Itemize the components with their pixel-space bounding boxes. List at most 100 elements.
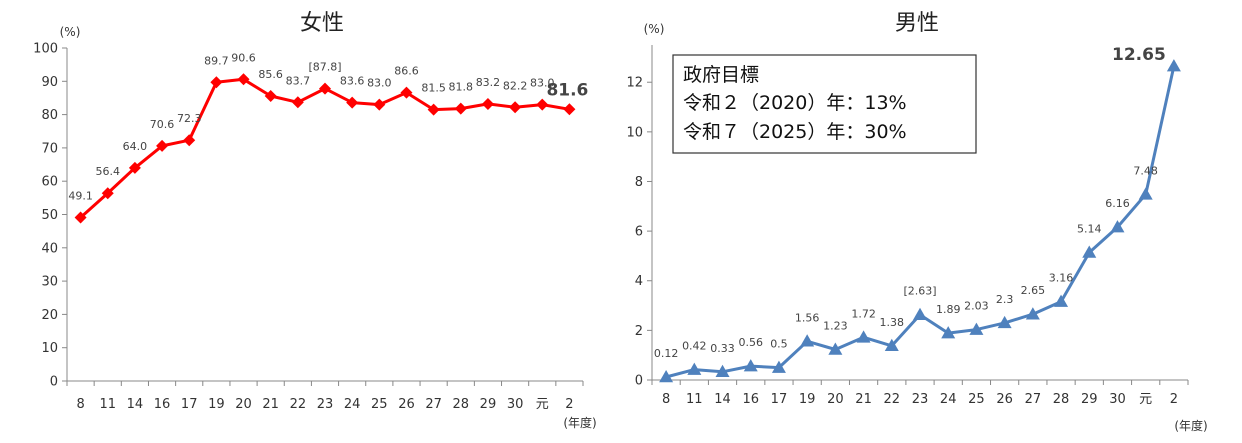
data-point-marker bbox=[210, 76, 223, 89]
y-tick-label: 30 bbox=[41, 275, 58, 290]
data-point-marker bbox=[687, 362, 702, 375]
x-tick-label: 19 bbox=[799, 392, 816, 407]
data-point-marker bbox=[291, 96, 304, 109]
y-axis-unit: (%) bbox=[644, 22, 665, 36]
x-tick-label: 28 bbox=[453, 397, 470, 412]
data-point-marker bbox=[771, 360, 786, 373]
x-tick-label: 19 bbox=[208, 397, 225, 412]
data-point-marker bbox=[659, 370, 674, 383]
data-point-marker bbox=[715, 364, 730, 378]
x-tick-label: 16 bbox=[154, 397, 171, 412]
data-point-marker bbox=[481, 97, 494, 110]
y-axis-unit: (%) bbox=[60, 25, 81, 39]
data-point-marker bbox=[1054, 294, 1069, 307]
data-label: 0.33 bbox=[710, 342, 735, 355]
data-label: 1.89 bbox=[936, 303, 961, 316]
data-label: 1.72 bbox=[851, 307, 876, 320]
data-label: 2.65 bbox=[1021, 284, 1046, 297]
data-label: 3.16 bbox=[1049, 272, 1074, 285]
data-label: 70.6 bbox=[150, 118, 175, 131]
y-tick-label: 0 bbox=[50, 375, 58, 390]
x-tick-label: 27 bbox=[425, 397, 442, 412]
data-point-marker bbox=[74, 211, 87, 224]
x-tick-label: 26 bbox=[996, 392, 1013, 407]
x-tick-label: 20 bbox=[827, 392, 844, 407]
x-tick-label: 23 bbox=[912, 392, 929, 407]
data-label: 2.3 bbox=[996, 293, 1014, 306]
data-point-marker bbox=[427, 103, 440, 116]
x-tick-label: 28 bbox=[1053, 392, 1070, 407]
data-label: 86.6 bbox=[394, 65, 419, 78]
data-label: 72.3 bbox=[177, 112, 202, 125]
data-point-marker bbox=[1110, 220, 1125, 233]
x-tick-label: 14 bbox=[714, 392, 731, 407]
data-label: 81.6 bbox=[546, 80, 588, 100]
y-tick-label: 50 bbox=[41, 208, 58, 223]
x-tick-label: 24 bbox=[344, 397, 361, 412]
y-tick-label: 40 bbox=[41, 241, 58, 256]
data-label: 81.5 bbox=[421, 82, 446, 95]
data-point-marker bbox=[319, 82, 331, 95]
data-label: 0.42 bbox=[682, 340, 707, 353]
x-tick-label: 30 bbox=[1109, 392, 1126, 407]
x-tick-label: 29 bbox=[480, 397, 497, 412]
data-label: 49.1 bbox=[68, 189, 93, 202]
data-label: 83.2 bbox=[476, 76, 501, 89]
government-target-line: 令和７（2025）年：30% bbox=[683, 121, 907, 143]
y-tick-label: 10 bbox=[626, 125, 643, 140]
x-tick-label: 8 bbox=[662, 392, 670, 407]
data-point-marker bbox=[237, 73, 250, 86]
x-tick-label: 元 bbox=[536, 397, 549, 412]
government-target-line: 政府目標 bbox=[683, 64, 759, 86]
data-point-marker bbox=[743, 359, 758, 372]
y-tick-label: 4 bbox=[635, 274, 643, 289]
data-point-marker bbox=[128, 161, 141, 174]
data-point-marker bbox=[1166, 59, 1181, 72]
data-point-marker bbox=[563, 103, 576, 116]
data-label: 6.16 bbox=[1105, 197, 1130, 210]
x-tick-label: 25 bbox=[371, 397, 388, 412]
data-point-marker bbox=[997, 315, 1012, 329]
y-tick-label: 10 bbox=[41, 341, 58, 356]
x-tick-label: 22 bbox=[884, 392, 901, 407]
x-tick-label: 24 bbox=[940, 392, 957, 407]
x-tick-label: 8 bbox=[76, 397, 84, 412]
data-point-marker bbox=[373, 98, 386, 111]
y-tick-label: 8 bbox=[635, 175, 643, 190]
data-label: 2.03 bbox=[964, 300, 989, 313]
data-label: 1.23 bbox=[823, 319, 848, 332]
x-tick-label: 2 bbox=[1170, 392, 1178, 407]
x-tick-label: 21 bbox=[262, 397, 279, 412]
data-label: 0.12 bbox=[654, 347, 679, 360]
y-tick-label: 0 bbox=[635, 374, 643, 389]
y-tick-label: 100 bbox=[33, 42, 58, 57]
data-label: 0.5 bbox=[770, 338, 788, 351]
data-label: 56.4 bbox=[95, 165, 120, 178]
government-target-line: 令和２（2020）年：13% bbox=[683, 92, 907, 114]
x-tick-label: 29 bbox=[1081, 392, 1098, 407]
y-tick-label: 6 bbox=[635, 225, 643, 240]
chart-title: 女性 bbox=[300, 11, 344, 36]
data-point-marker bbox=[400, 86, 413, 99]
data-point-marker bbox=[969, 322, 984, 335]
data-point-marker bbox=[913, 307, 927, 320]
data-label: 1.56 bbox=[795, 311, 820, 324]
data-label: [87.8] bbox=[308, 61, 341, 74]
x-tick-label: 11 bbox=[686, 392, 703, 407]
data-label: 83.7 bbox=[286, 74, 311, 87]
y-tick-label: 80 bbox=[41, 108, 58, 123]
y-tick-label: 70 bbox=[41, 141, 58, 156]
chart-title: 男性 bbox=[895, 11, 939, 36]
data-label: 0.56 bbox=[738, 336, 763, 349]
data-label: 83.6 bbox=[340, 75, 365, 88]
series-line bbox=[79, 77, 570, 219]
x-tick-label: 2 bbox=[565, 397, 573, 412]
chart-female: 女性 (%) 0 10 20 30 40 50 60 70 80 90 100 8 11 14 16 17 19 20… bbox=[33, 11, 597, 430]
data-label: 83.0 bbox=[367, 77, 392, 90]
x-tick-label: 元 bbox=[1139, 392, 1152, 407]
data-point-marker bbox=[509, 101, 522, 114]
data-label: 90.6 bbox=[231, 51, 256, 64]
data-label: 5.14 bbox=[1077, 222, 1102, 235]
data-label: 89.7 bbox=[204, 54, 229, 67]
